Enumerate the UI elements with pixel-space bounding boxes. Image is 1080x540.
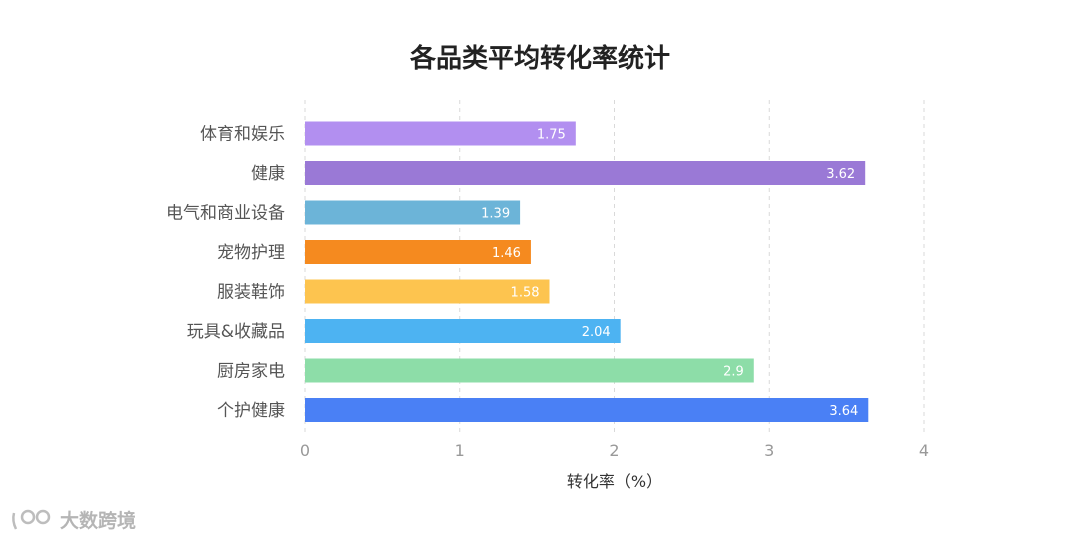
x-axis-title: 转化率（%） (567, 472, 662, 491)
bar (305, 161, 866, 185)
x-tick-label: 1 (455, 441, 465, 460)
bar (305, 121, 576, 146)
value-label: 3.62 (826, 167, 855, 182)
bar (305, 200, 521, 225)
category-label: 健康 (251, 164, 285, 184)
category-label: 体育和娱乐 (200, 125, 285, 145)
x-tick-label: 2 (609, 441, 619, 460)
value-label: 2.04 (582, 325, 611, 340)
value-label: 1.75 (537, 128, 566, 143)
value-label: 2.9 (723, 365, 744, 380)
x-tick-label: 3 (764, 441, 774, 460)
category-label: 个护健康 (217, 401, 285, 421)
bars (305, 121, 869, 422)
category-label: 厨房家电 (217, 362, 285, 382)
brand-logo-icon (12, 509, 51, 530)
x-tick-label: 0 (300, 441, 310, 460)
bar (305, 319, 621, 343)
bar (305, 240, 531, 264)
value-label: 1.39 (481, 207, 510, 222)
value-label: 1.46 (492, 246, 521, 261)
labels: 0 1 2 3 4 体育和娱乐 1.75 健康 3.62 电气和商业设备 1.39 宠物护理 1.46 服… (166, 125, 929, 492)
category-label: 服装鞋饰 (217, 283, 285, 303)
chart-title: 各品类平均转化率统计 (409, 44, 670, 74)
bar (305, 279, 550, 304)
bar (305, 358, 754, 383)
value-label: 1.58 (511, 286, 540, 301)
category-label: 电气和商业设备 (166, 204, 285, 224)
watermark: 大数跨境 (10, 506, 136, 533)
bar (305, 398, 869, 422)
category-label: 宠物护理 (217, 243, 285, 263)
category-label: 玩具&收藏品 (187, 322, 285, 342)
x-tick-label: 4 (919, 441, 929, 460)
watermark-text: 大数跨境 (60, 510, 137, 532)
value-label: 3.64 (829, 404, 858, 419)
